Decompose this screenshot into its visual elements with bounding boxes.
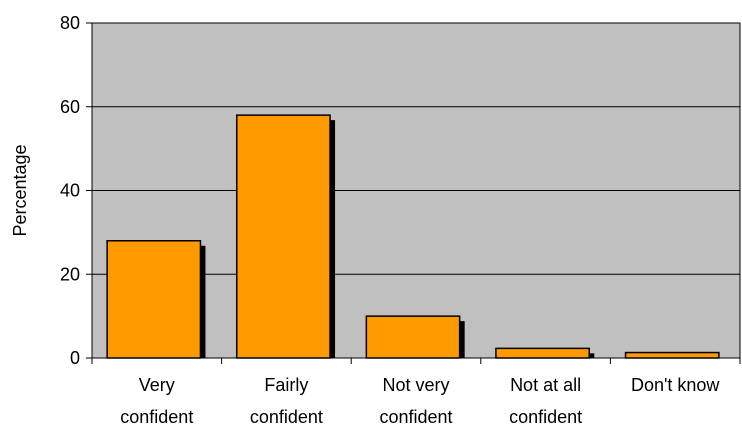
- x-tick-label-line: confident: [379, 407, 452, 427]
- x-tick-label: Not very confident: [379, 375, 452, 427]
- x-tick-label-line: Not at all: [510, 375, 581, 395]
- bar: [235, 114, 331, 359]
- axes: [91, 357, 741, 364]
- bar: [365, 315, 461, 359]
- x-tick-label-line: Not very: [382, 375, 449, 395]
- x-tick-label-line: Don't know: [631, 375, 720, 395]
- bar: [624, 351, 720, 359]
- x-tick-label-line: confident: [120, 407, 193, 427]
- y-tick-labels: 0 20 40 60 80: [60, 13, 80, 368]
- y-tick-label: 40: [60, 181, 80, 201]
- y-tick-label: 0: [70, 348, 80, 368]
- x-tick-label: Don't know: [631, 375, 720, 395]
- x-tick-label: Fairly confident: [250, 375, 323, 427]
- y-tick-label: 20: [60, 264, 80, 284]
- x-tick-label-line: Fairly: [264, 375, 308, 395]
- y-axis-title: Percentage: [10, 144, 30, 236]
- y-tick-label: 80: [60, 13, 80, 33]
- x-tick-label: Very confident: [120, 375, 193, 427]
- bar: [106, 240, 202, 359]
- y-tick-label: 60: [60, 97, 80, 117]
- x-tick-label-line: Very: [139, 375, 175, 395]
- x-tick-label: Not at all confident: [509, 375, 582, 427]
- bars: [106, 114, 724, 359]
- x-tick-label-line: confident: [250, 407, 323, 427]
- bar: [495, 347, 591, 359]
- x-tick-label-line: confident: [509, 407, 582, 427]
- x-tick-labels: Very confident Fairly confident Not very conf…: [120, 375, 720, 427]
